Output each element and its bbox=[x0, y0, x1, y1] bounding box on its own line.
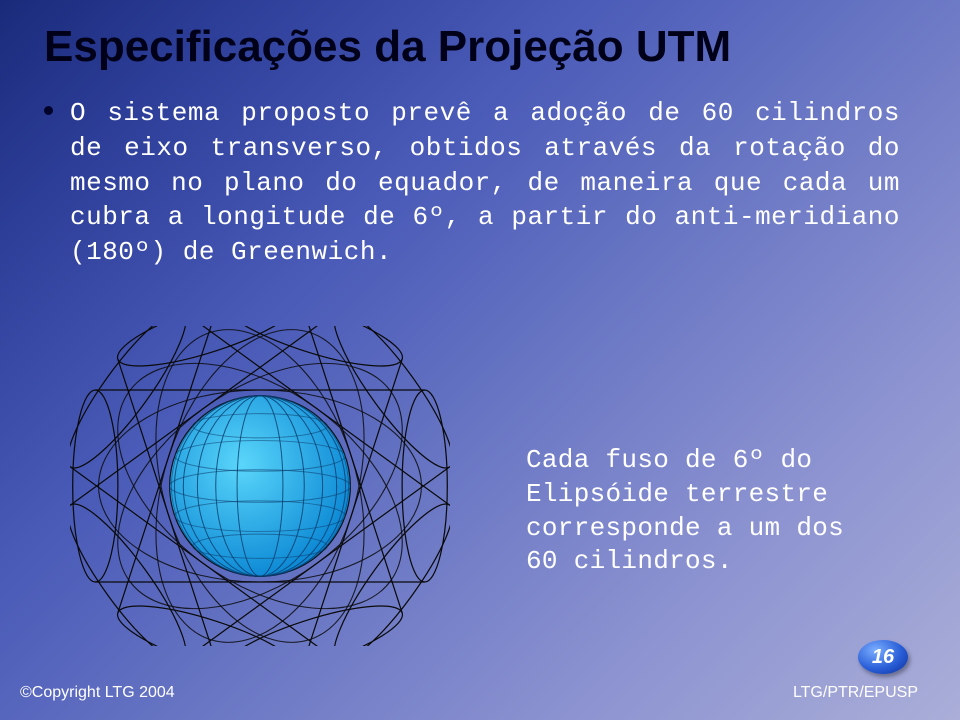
body-paragraph: O sistema proposto prevê a adoção de 60 … bbox=[70, 98, 900, 267]
page-number: 16 bbox=[872, 646, 894, 669]
diagram-caption: Cada fuso de 6º doElipsóide terrestrecor… bbox=[526, 444, 876, 579]
caption-line: corresponde a um dos bbox=[526, 512, 876, 546]
globe-cylinders-diagram bbox=[70, 326, 450, 646]
body-paragraph-container: O sistema proposto prevê a adoção de 60 … bbox=[70, 96, 900, 270]
source-text: LTG/PTR/EPUSP bbox=[793, 684, 918, 702]
page-number-badge: 16 bbox=[858, 640, 908, 674]
copyright-text: ©Copyright LTG 2004 bbox=[20, 684, 175, 702]
caption-line: 60 cilindros. bbox=[526, 545, 876, 579]
caption-line: Elipsóide terrestre bbox=[526, 478, 876, 512]
caption-line: Cada fuso de 6º do bbox=[526, 444, 876, 478]
page-title: Especificações da Projeção UTM bbox=[44, 22, 731, 72]
bullet-icon bbox=[44, 106, 53, 115]
